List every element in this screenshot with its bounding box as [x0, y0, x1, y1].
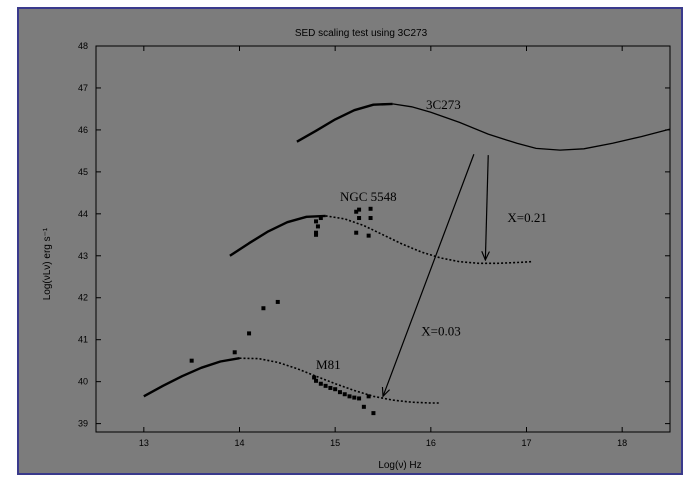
- data-point-m81: [261, 306, 266, 311]
- annotation-m81: M81: [316, 357, 341, 372]
- data-point-m81: [366, 394, 371, 399]
- x-tick-label: 15: [330, 438, 340, 448]
- data-point-m81: [357, 396, 362, 401]
- data-point-ngc-5548: [368, 206, 373, 211]
- y-axis-label: Log(νLν) erg s⁻¹: [42, 227, 53, 300]
- data-point-ngc-5548: [357, 216, 362, 221]
- data-point-ngc-5548: [315, 224, 320, 229]
- annotation-ngc-5548: NGC 5548: [340, 189, 397, 204]
- data-point-m81: [232, 350, 237, 355]
- data-point-m81: [189, 358, 194, 363]
- data-point-m81: [275, 299, 280, 304]
- series-ngc-5548-falling: [325, 215, 532, 265]
- data-point-ngc-5548: [318, 216, 323, 221]
- data-point-m81: [361, 404, 366, 409]
- data-point-ngc-5548: [354, 230, 359, 235]
- data-point-ngc-5548: [314, 232, 319, 237]
- annotation-3c273: 3C273: [426, 97, 461, 112]
- y-tick-label: 44: [78, 209, 88, 219]
- chart-title: SED scaling test using 3C273: [295, 28, 428, 39]
- data-point-m81: [314, 378, 319, 383]
- scaling-arrow-1: [485, 155, 488, 260]
- data-point-m81: [347, 394, 352, 399]
- series-3c273-rising: [296, 102, 393, 143]
- y-tick-label: 43: [78, 251, 88, 261]
- x-tick-label: 18: [617, 438, 627, 448]
- plot-frame: [95, 45, 671, 433]
- annotation-x-0-03: X=0.03: [421, 324, 460, 339]
- data-point-m81: [328, 385, 333, 390]
- y-tick-label: 46: [78, 125, 88, 135]
- data-point-m81: [318, 381, 323, 386]
- chart-background: [17, 7, 683, 475]
- data-point-m81: [342, 392, 347, 397]
- y-tick-label: 42: [78, 293, 88, 303]
- data-point-m81: [312, 375, 317, 380]
- data-point-m81: [333, 387, 338, 392]
- x-tick-label: 16: [426, 438, 436, 448]
- data-point-ngc-5548: [354, 209, 359, 214]
- x-axis-label: Log(ν) Hz: [378, 460, 421, 471]
- data-point-m81: [323, 383, 328, 388]
- data-point-m81: [352, 395, 357, 400]
- y-tick-label: 39: [78, 419, 88, 429]
- annotation-x-0-21: X=0.21: [507, 210, 546, 225]
- x-tick-label: 17: [521, 438, 531, 448]
- data-point-ngc-5548: [368, 216, 373, 221]
- data-point-ngc-5548: [357, 207, 362, 212]
- series-3c273-falling: [392, 103, 671, 151]
- series-m81-rising: [143, 357, 240, 398]
- plot-area: 13 14 15 16 17 18 39 40 41 42 43 44 45 46 47 48 3C273 NGC…: [78, 41, 671, 448]
- data-point-m81: [337, 390, 342, 395]
- x-tick-label: 13: [139, 438, 149, 448]
- y-tick-label: 47: [78, 83, 88, 93]
- x-tick-label: 14: [234, 438, 244, 448]
- data-point-ngc-5548: [366, 233, 371, 238]
- data-point-ngc-5548: [314, 230, 319, 235]
- y-tick-label: 40: [78, 377, 88, 387]
- y-tick-label: 48: [78, 41, 88, 51]
- data-point-m81: [371, 411, 376, 416]
- y-tick-label: 45: [78, 167, 88, 177]
- scaling-arrow-2: [383, 154, 475, 396]
- data-point-m81: [247, 331, 252, 336]
- series-ngc-5548-rising: [229, 214, 326, 257]
- y-tick-label: 41: [78, 335, 88, 345]
- data-point-ngc-5548: [314, 219, 319, 224]
